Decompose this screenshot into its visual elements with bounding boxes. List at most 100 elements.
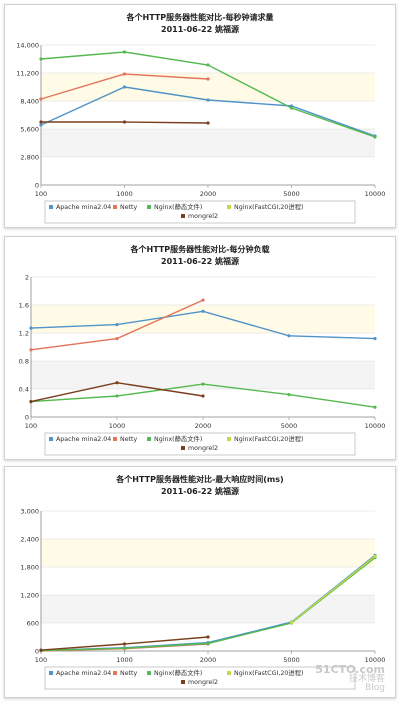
legend-label-netty: Netty [120, 204, 138, 211]
data-point-mongrel2 [201, 394, 205, 398]
data-point-netty [201, 298, 205, 302]
data-point-apache-mina2-04 [206, 98, 210, 102]
chart-title: 各个HTTP服务器性能对比-每分钟负载 [130, 244, 270, 254]
data-point-mongrel2 [39, 120, 43, 124]
plot-band [31, 305, 375, 333]
y-tick-label: 1,200 [20, 592, 39, 600]
data-point-apache-mina2-04 [39, 123, 43, 127]
x-tick-label: 10000 [365, 656, 386, 664]
data-point-nginx [39, 57, 43, 61]
data-point-nginx [289, 106, 294, 110]
x-tick-label: 2000 [200, 190, 217, 198]
y-tick-label: 1,800 [20, 564, 39, 572]
data-point-mongrel2 [206, 635, 210, 639]
data-point-mongrel2 [206, 121, 210, 125]
data-point-mongrel2 [122, 642, 127, 646]
data-point-apache-mina2-04 [115, 323, 119, 327]
y-tick-label: 0.8 [19, 358, 29, 366]
data-point-netty [39, 97, 43, 101]
x-tick-label: 1000 [116, 656, 133, 664]
legend-swatch-nginx-fastcgi-20 [227, 437, 231, 441]
chart-max-response-time: 各个HTTP服务器性能对比-最大响应时间(ms) 2011-06-22 姚福源 0 6… [20, 474, 386, 690]
y-tick-label: 3,000 [20, 508, 39, 516]
plot-band [31, 389, 375, 417]
data-point-netty [122, 72, 127, 76]
data-point-nginx-fastcgi-20 [289, 620, 294, 625]
y-tick-label: 11,200 [16, 70, 39, 78]
chart-subtitle: 2011-06-22 姚福源 [161, 256, 239, 266]
data-point-nginx [122, 50, 127, 54]
data-point-nginx [206, 63, 210, 67]
y-tick-label: 1.2 [19, 330, 29, 338]
data-point-nginx [206, 641, 210, 646]
chart-panel-1: 各个HTTP服务器性能对比-每秒钟请求量 2011-06-22 姚福源 0 2,800… [4, 4, 396, 228]
y-tick-label: 0 [25, 414, 29, 422]
legend-swatch-nginx-fastcgi-20 [227, 205, 231, 209]
data-point-nginx [115, 394, 119, 398]
chart-title: 各个HTTP服务器性能对比-每秒钟请求量 [126, 12, 274, 22]
chart-subtitle: 2011-06-22 姚福源 [161, 24, 239, 34]
legend-swatch-apache-mina2-04 [49, 437, 53, 441]
chart-load-per-minute: 各个HTTP服务器性能对比-每分钟负载 2011-06-22 姚福源 0 0.4 0.8… [19, 244, 385, 456]
y-tick-label: 2 [25, 274, 29, 282]
plot-band [41, 567, 375, 595]
legend-swatch-mongrel2 [181, 680, 185, 684]
legend-label-mongrel2: mongrel2 [188, 445, 218, 452]
x-tick-label: 100 [35, 190, 47, 198]
data-point-apache-mina2-04 [201, 309, 205, 313]
plot-band [41, 157, 375, 185]
x-tick-label: 5000 [283, 190, 300, 198]
data-point-apache-mina2-04 [29, 326, 33, 330]
plot-band [41, 539, 375, 567]
plot-band [41, 129, 375, 157]
data-point-nginx [373, 135, 377, 139]
data-point-netty [29, 348, 33, 352]
plot-band [41, 595, 375, 623]
legend-swatch-netty [113, 671, 117, 675]
chart-requests-per-second: 各个HTTP服务器性能对比-每秒钟请求量 2011-06-22 姚福源 0 2,800… [16, 12, 386, 224]
data-point-netty [206, 77, 210, 81]
legend-swatch-nginx [147, 205, 151, 209]
legend-label-nginx: Nginx(静态文件) [154, 202, 202, 211]
data-point-mongrel2 [115, 381, 119, 385]
x-tick-label: 1000 [109, 422, 126, 430]
series-line-nginx-fastcgi-20 [291, 555, 376, 624]
legend-swatch-nginx [147, 437, 151, 441]
y-tick-label: 0 [35, 648, 39, 656]
legend-swatch-apache-mina2-04 [49, 205, 53, 209]
data-point-nginx [287, 393, 291, 397]
legend-label-nginx-fastcgi-20: Nginx(FastCGI,20进程) [234, 202, 303, 211]
y-tick-label: 0.4 [19, 386, 29, 394]
x-tick-label: 100 [35, 656, 47, 664]
plot-band [31, 333, 375, 361]
x-tick-label: 5000 [281, 422, 298, 430]
y-tick-label: 1.6 [19, 302, 29, 310]
x-tick-label: 2000 [195, 422, 212, 430]
x-tick-label: 5000 [283, 656, 300, 664]
x-tick-label: 10000 [365, 190, 386, 198]
data-point-nginx-fastcgi-20 [373, 554, 377, 558]
chart-panel-2: 各个HTTP服务器性能对比-每分钟负载 2011-06-22 姚福源 0 0.4 0.8… [4, 236, 396, 460]
y-tick-label: 2,400 [20, 536, 39, 544]
legend-label-netty: Netty [120, 670, 138, 677]
y-tick-label: 600 [27, 620, 39, 628]
legend-box [44, 666, 356, 690]
watermark-line2: 技术博客 [348, 674, 385, 684]
data-point-nginx [122, 646, 127, 650]
watermark: 51CTO.com 技术博客 Blog [315, 664, 385, 693]
watermark-line1: 51CTO.com [315, 663, 385, 676]
legend-swatch-netty [113, 205, 117, 209]
legend-label-nginx: Nginx(静态文件) [154, 668, 202, 677]
legend-box [44, 200, 356, 224]
data-point-netty [115, 337, 119, 341]
data-point-nginx [201, 382, 205, 386]
legend-label-nginx-fastcgi-20: Nginx(FastCGI,20进程) [234, 434, 303, 443]
data-point-mongrel2 [122, 120, 127, 124]
legend-box [44, 432, 356, 456]
y-tick-label: 5,600 [20, 126, 39, 134]
legend-swatch-netty [113, 437, 117, 441]
y-tick-label: 14,000 [16, 42, 39, 50]
data-point-mongrel2 [29, 400, 33, 404]
legend-label-netty: Netty [120, 436, 138, 443]
legend-label-nginx-fastcgi-20: Nginx(FastCGI,20进程) [234, 668, 303, 677]
